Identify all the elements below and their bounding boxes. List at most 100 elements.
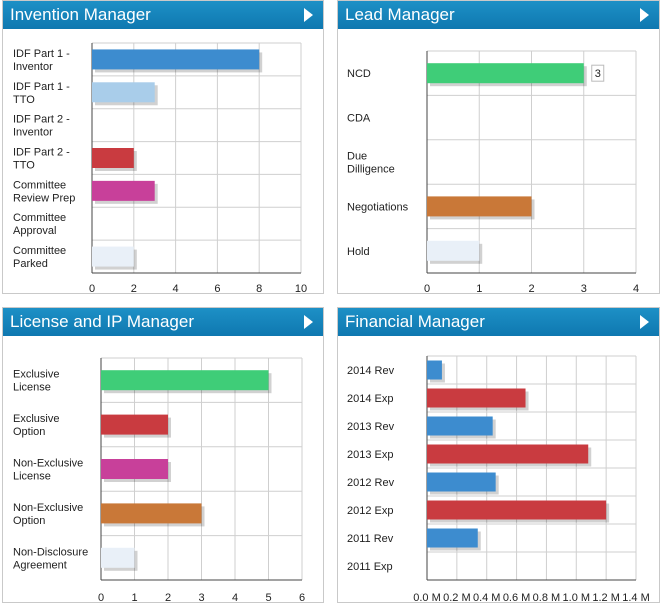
bar[interactable]	[427, 360, 442, 380]
x-tick-label: 3	[581, 283, 587, 295]
category-label-line: Parked	[13, 258, 48, 270]
category-label-line: Negotiations	[347, 201, 409, 213]
category-label-line: IDF Part 1 -	[13, 81, 70, 93]
category-label: Due Dilligence	[347, 151, 395, 176]
expand-arrow-icon[interactable]	[304, 315, 313, 329]
bar[interactable]	[92, 49, 260, 70]
category-label-line: 2014 Rev	[347, 365, 395, 377]
category-label: Committee Review Prep	[13, 179, 75, 204]
category-label: Non-Exclusive License	[13, 458, 83, 483]
bar[interactable]	[92, 148, 134, 168]
lead-manager-header[interactable]: Lead Manager	[338, 1, 659, 29]
bar[interactable]	[92, 82, 155, 103]
bar[interactable]	[101, 370, 269, 391]
financial-manager-header[interactable]: Financial Manager	[338, 308, 659, 336]
x-tick-label: 6	[214, 283, 220, 295]
category-label-line: TTO	[13, 94, 35, 106]
license-ip-manager-header[interactable]: License and IP Manager	[3, 308, 323, 336]
bar[interactable]	[427, 240, 480, 261]
bar[interactable]	[427, 472, 496, 492]
data-label-box	[591, 64, 605, 82]
category-label: 2014 Rev	[347, 365, 395, 377]
category-label: 2012 Exp	[347, 505, 393, 517]
invention-manager-title: Invention Manager	[10, 5, 151, 24]
financial-manager-chart: 0.0 M 0.2 M 0.4 M 0.6 M 0.8 M 1.0 M 1.2 M 1.4 M…	[347, 355, 650, 604]
x-tick-label: 1	[476, 283, 482, 295]
category-label-line: Non-Exclusive	[13, 502, 83, 514]
expand-arrow-icon[interactable]	[640, 315, 649, 329]
category-label: 2011 Rev	[347, 533, 394, 545]
x-tick-label: 3	[198, 592, 204, 604]
x-tick-label: 4	[173, 283, 179, 295]
bar[interactable]	[427, 196, 532, 217]
lead-manager-chart: 0 1 2 3 4 NCD CDA Due Dilligence Negotiations Hold…	[347, 50, 639, 295]
category-label-line: Non-Disclosure	[13, 546, 88, 558]
bar[interactable]	[101, 503, 202, 524]
category-label-line: Option	[13, 426, 45, 438]
bar[interactable]	[92, 246, 134, 267]
category-label-line: 2011 Exp	[347, 561, 393, 573]
category-label: Exclusive License	[13, 369, 59, 394]
expand-arrow-icon[interactable]	[304, 8, 313, 22]
category-label-line: Committee	[13, 179, 66, 191]
category-label: 2013 Exp	[347, 449, 393, 461]
category-label-line: NCD	[347, 68, 371, 80]
category-label-line: License	[13, 382, 51, 394]
license-ip-manager-title: License and IP Manager	[10, 312, 194, 331]
lead-manager-title: Lead Manager	[345, 5, 455, 24]
x-tick-label: 8	[256, 283, 262, 295]
x-tick-label: 2	[131, 283, 137, 295]
bar[interactable]	[101, 547, 135, 568]
category-label: CDA	[347, 113, 371, 125]
bar[interactable]	[427, 444, 589, 464]
category-label: Exclusive Option	[13, 413, 59, 438]
bar[interactable]	[101, 414, 168, 435]
category-label: Committee Parked	[13, 245, 66, 270]
x-tick-label: 0	[89, 283, 95, 295]
category-label: IDF Part 2 -TTO	[13, 147, 70, 172]
bar[interactable]	[427, 500, 607, 520]
category-label: Committee Approval	[13, 212, 66, 237]
bar[interactable]	[427, 63, 584, 84]
category-label-line: Exclusive	[13, 369, 59, 381]
category-label-line: Exclusive	[13, 413, 59, 425]
financial-manager-panel: Financial Manager 0.0 M 0.2 M 0.4 M 0.6 M 0.…	[337, 307, 660, 604]
category-label-line: 2012 Exp	[347, 505, 393, 517]
category-label-line: Due	[347, 151, 367, 163]
expand-arrow-icon[interactable]	[640, 8, 649, 22]
category-label-line: 2014 Exp	[347, 393, 393, 405]
category-label-line: TTO	[13, 160, 35, 172]
category-label-line: 2013 Rev	[347, 421, 395, 433]
x-tick-label: 4	[232, 592, 238, 604]
bar[interactable]	[92, 180, 155, 201]
category-label-line: IDF Part 2 -	[13, 147, 70, 159]
bar[interactable]	[427, 416, 493, 436]
x-tick-label: 5	[265, 592, 271, 604]
category-label: Non-Disclosure Agreement	[13, 546, 88, 571]
category-label-line: 2013 Exp	[347, 449, 393, 461]
x-tick-label: 0.0 M	[413, 592, 441, 604]
category-label: 2011 Exp	[347, 561, 393, 573]
x-tick-label: 2	[528, 283, 534, 295]
category-label-line: IDF Part 2 -	[13, 114, 70, 126]
x-tick-label: 0.6 M	[503, 592, 531, 604]
category-label-line: Agreement	[13, 559, 67, 571]
bar[interactable]	[427, 388, 526, 408]
bar[interactable]	[101, 459, 168, 479]
category-label: 2014 Exp	[347, 393, 393, 405]
category-label-line: Inventor	[13, 61, 53, 73]
x-tick-label: 6	[299, 592, 305, 604]
category-label-line: IDF Part 1 -	[13, 48, 70, 60]
category-label-line: Committee	[13, 212, 66, 224]
bar[interactable]	[427, 528, 478, 548]
category-label-line: Dilligence	[347, 164, 395, 176]
category-label-line: Non-Exclusive	[13, 458, 83, 470]
invention-manager-header[interactable]: Invention Manager	[3, 1, 323, 29]
x-tick-label: 1.2 M	[592, 592, 620, 604]
category-label-line: Approval	[13, 225, 56, 237]
x-tick-label: 0	[98, 592, 104, 604]
category-label: 2013 Rev	[347, 421, 395, 433]
financial-manager-title: Financial Manager	[345, 312, 485, 331]
